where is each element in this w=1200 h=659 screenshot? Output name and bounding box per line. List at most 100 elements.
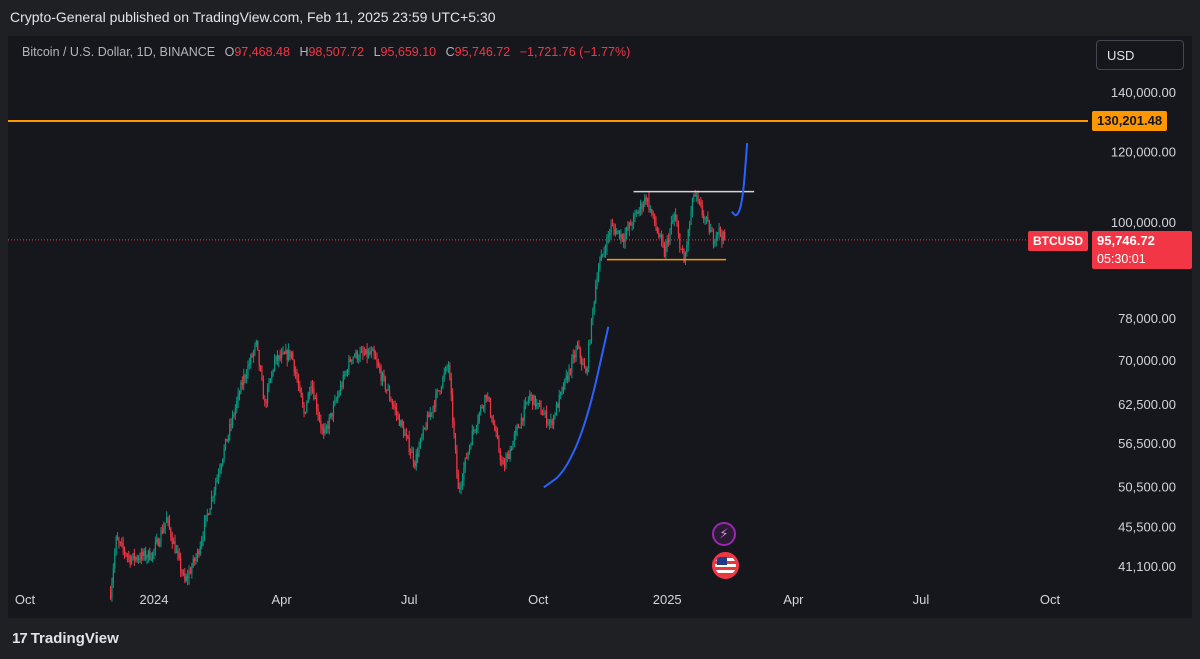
candle-body [433,406,436,408]
candle-body [178,553,180,558]
candle-body [701,205,703,215]
candle-body [289,349,291,358]
candle-body [541,414,544,416]
candle-body [306,402,308,413]
high-value: 98,507.72 [308,45,365,59]
candle-body [244,375,246,378]
candle-body [269,378,271,383]
candle-body [240,382,242,394]
symbol-title: Bitcoin / U.S. Dollar, 1D, BINANCE [22,45,216,59]
candle-body [356,351,358,360]
candle-body [470,445,472,447]
candle-body [585,368,587,373]
candle-body [714,241,716,245]
candle-body [358,358,360,360]
candle-body [477,421,479,427]
candle-body [163,527,165,533]
candle-body [219,469,221,474]
low-value: 95,659.10 [380,45,437,59]
candle-body [130,558,133,564]
candle-body [288,349,290,360]
candle-body [290,352,293,358]
candle-body [310,386,312,394]
candle-body [173,541,175,544]
projection-curve-future[interactable] [730,142,749,217]
candle-body [201,540,203,547]
candlestick-series [109,189,726,602]
close-label: C [445,45,455,59]
candle-body [453,421,455,435]
candle-body [283,352,286,354]
candle-body [187,576,189,579]
candle-body [718,227,720,233]
candle-body [360,350,363,353]
candle-body [551,420,553,426]
candle-body [583,363,586,369]
candle-body [621,233,623,240]
price-axis[interactable]: 140,000.00 120,000.00 100,000.00 78,000.00 7… [1111,85,1176,574]
bolt-event-icon[interactable]: ⚡ [712,522,736,546]
candle-body [132,553,134,559]
candle-body [272,370,274,373]
candle-body [153,549,155,553]
candle-body [684,253,687,263]
tradingview-logo[interactable]: 17 TradingView [12,630,119,647]
candle-body [206,513,208,516]
candle-body [220,464,222,470]
candle-body [126,555,128,557]
candle-body [295,371,297,374]
candle-body [680,248,682,250]
candle-body [553,415,555,426]
candle-body [614,228,616,235]
time-tick-label: Jul [401,592,418,607]
candle-body [710,230,712,233]
candle-body [316,397,318,410]
candle-body [450,377,452,395]
high-label: H [299,45,309,59]
time-axis[interactable]: Oct 2024 Apr Jul Oct 2025 Apr Jul Oct [15,592,1061,607]
candle-body [548,421,551,424]
us-flag-event-icon[interactable] [712,552,739,579]
candle-body [115,536,117,554]
candle-body [429,412,431,418]
candle-body [468,446,471,453]
candle-body [198,551,200,555]
candle-body [285,350,287,354]
candle-body [166,517,168,523]
candle-body [254,344,256,352]
candle-body [426,414,429,429]
candle-body [303,404,305,414]
candle-body [666,239,668,246]
candle-body [533,395,535,406]
candle-body [119,542,121,544]
projection-curve-past[interactable] [543,326,610,489]
candle-body [109,592,112,599]
candle-body [506,454,508,459]
candle-body [149,550,151,560]
candle-body [481,406,483,408]
candle-body [478,412,480,422]
candle-body [571,358,573,373]
candle-body [613,225,615,229]
candle-body [387,389,389,391]
candle-body [281,353,283,359]
candle-body [596,277,598,287]
publish-header: Crypto-General published on TradingView.… [0,0,1200,36]
candle-body [517,426,520,428]
candle-body [188,571,190,579]
candle-body [181,570,183,574]
candle-body [369,352,371,355]
candle-body [302,397,304,405]
candle-body [452,394,454,422]
candle-body [415,453,417,467]
candle-body [617,230,619,232]
candle-body [182,573,185,575]
currency-button[interactable]: USD [1096,40,1184,70]
candle-body [299,385,301,389]
time-tick-label: Apr [271,592,292,607]
candle-body [475,426,478,430]
candle-body [593,302,595,310]
candle-body [512,441,514,450]
candle-body [422,428,424,437]
